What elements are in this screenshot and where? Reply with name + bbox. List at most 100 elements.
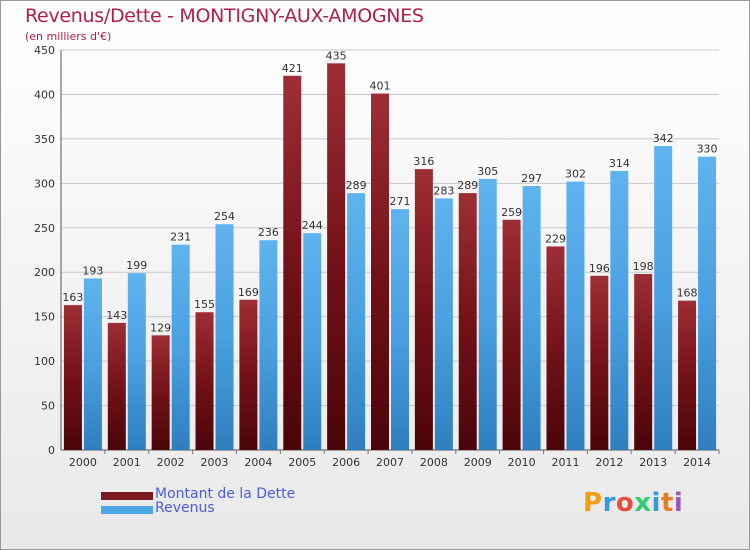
- y-tick-label: 150: [34, 311, 55, 324]
- revenue-bar: [698, 156, 717, 450]
- logo-letter: r: [602, 488, 616, 518]
- x-tick-label: 2012: [595, 456, 623, 469]
- revenue-value-label: 193: [82, 264, 103, 277]
- legend-label-revenue: Revenus: [155, 500, 215, 516]
- revenue-bar: [171, 244, 190, 450]
- revenue-value-label: 254: [214, 210, 235, 223]
- x-tick-label: 2007: [376, 456, 404, 469]
- debt-bar: [546, 246, 565, 450]
- revenue-value-label: 199: [126, 259, 147, 272]
- debt-bar: [327, 63, 346, 450]
- debt-value-label: 129: [150, 321, 171, 334]
- debt-value-label: 435: [326, 49, 347, 62]
- chart-title: Revenus/Dette - MONTIGNY-AUX-AMOGNES: [25, 5, 424, 27]
- revenue-value-label: 289: [346, 179, 367, 192]
- revenue-bar: [654, 146, 673, 450]
- revenue-value-label: 244: [302, 219, 323, 232]
- revenue-bar: [522, 186, 541, 450]
- revenue-bar: [478, 178, 497, 450]
- x-tick-label: 2003: [201, 456, 229, 469]
- x-tick-label: 2011: [551, 456, 579, 469]
- debt-bar: [195, 312, 214, 450]
- debt-bar: [678, 300, 697, 450]
- debt-value-label: 198: [633, 260, 654, 273]
- x-tick-label: 2013: [639, 456, 667, 469]
- x-tick-label: 2009: [464, 456, 492, 469]
- debt-value-label: 155: [194, 298, 215, 311]
- revenue-value-label: 305: [477, 165, 498, 178]
- debt-bar: [283, 75, 302, 451]
- debt-bar: [151, 335, 170, 450]
- debt-value-label: 196: [589, 262, 610, 275]
- x-tick-label: 2002: [157, 456, 185, 469]
- revenue-value-label: 330: [697, 143, 718, 156]
- revenue-bar: [215, 224, 234, 450]
- y-tick-label: 0: [48, 444, 55, 457]
- revenue-value-label: 302: [565, 168, 586, 181]
- legend-swatch-debt: [101, 492, 153, 500]
- x-tick-label: 2005: [288, 456, 316, 469]
- revenue-bar: [434, 198, 453, 450]
- x-tick-label: 2000: [69, 456, 97, 469]
- debt-value-label: 229: [545, 232, 566, 245]
- debt-bar: [63, 305, 82, 450]
- y-tick-label: 200: [34, 266, 55, 279]
- revenue-value-label: 236: [258, 226, 279, 239]
- debt-bar: [590, 275, 609, 450]
- logo-letter: o: [615, 488, 635, 518]
- x-tick-label: 2006: [332, 456, 360, 469]
- revenue-value-label: 297: [521, 172, 542, 185]
- proxiti-logo: Proxiti: [583, 488, 683, 518]
- x-tick-label: 2014: [683, 456, 711, 469]
- debt-value-label: 289: [457, 179, 478, 192]
- revenue-value-label: 342: [653, 132, 674, 145]
- y-tick-label: 300: [34, 177, 55, 190]
- y-tick-label: 50: [41, 400, 55, 413]
- legend-swatch-revenue: [101, 506, 153, 514]
- x-tick-label: 2004: [244, 456, 272, 469]
- y-tick-label: 100: [34, 355, 55, 368]
- debt-value-label: 316: [413, 155, 434, 168]
- revenue-bar: [610, 170, 629, 450]
- revenue-bar: [83, 278, 102, 450]
- x-tick-label: 2008: [420, 456, 448, 469]
- debt-bar: [371, 93, 389, 451]
- logo-letter: i: [651, 488, 661, 518]
- y-tick-label: 400: [34, 88, 55, 101]
- debt-value-label: 168: [677, 287, 698, 300]
- revenue-value-label: 283: [433, 184, 454, 197]
- debt-value-label: 421: [282, 62, 303, 75]
- revenue-bar: [566, 181, 585, 451]
- logo-letter: t: [660, 488, 674, 518]
- debt-value-label: 143: [106, 309, 127, 322]
- debt-value-label: 259: [501, 206, 522, 219]
- debt-bar: [414, 169, 433, 450]
- revenue-value-label: 231: [170, 231, 191, 244]
- revenue-bar: [391, 209, 409, 450]
- debt-bar: [239, 299, 258, 450]
- debt-bar: [502, 219, 521, 450]
- revenue-bar: [347, 193, 366, 450]
- debt-value-label: 401: [370, 80, 391, 93]
- x-tick-label: 2001: [113, 456, 141, 469]
- debt-bar: [107, 322, 126, 450]
- y-tick-label: 250: [34, 222, 55, 235]
- y-tick-label: 450: [34, 44, 55, 57]
- revenue-bar: [127, 273, 146, 450]
- revenue-bar: [259, 240, 278, 450]
- x-tick-label: 2010: [508, 456, 536, 469]
- revenue-value-label: 271: [390, 195, 411, 208]
- debt-bar: [458, 193, 477, 450]
- logo-letter: x: [634, 488, 652, 518]
- logo-letter: i: [673, 488, 684, 518]
- debt-bar: [634, 274, 653, 450]
- revenue-value-label: 314: [609, 157, 630, 170]
- chart-subtitle: (en milliers d'€): [25, 30, 112, 43]
- logo-letter: P: [583, 488, 603, 518]
- debt-value-label: 169: [238, 286, 259, 299]
- debt-value-label: 163: [62, 291, 83, 304]
- legend-label-debt: Montant de la Dette: [155, 486, 296, 502]
- revenue-bar: [303, 233, 322, 450]
- y-tick-label: 350: [34, 133, 55, 146]
